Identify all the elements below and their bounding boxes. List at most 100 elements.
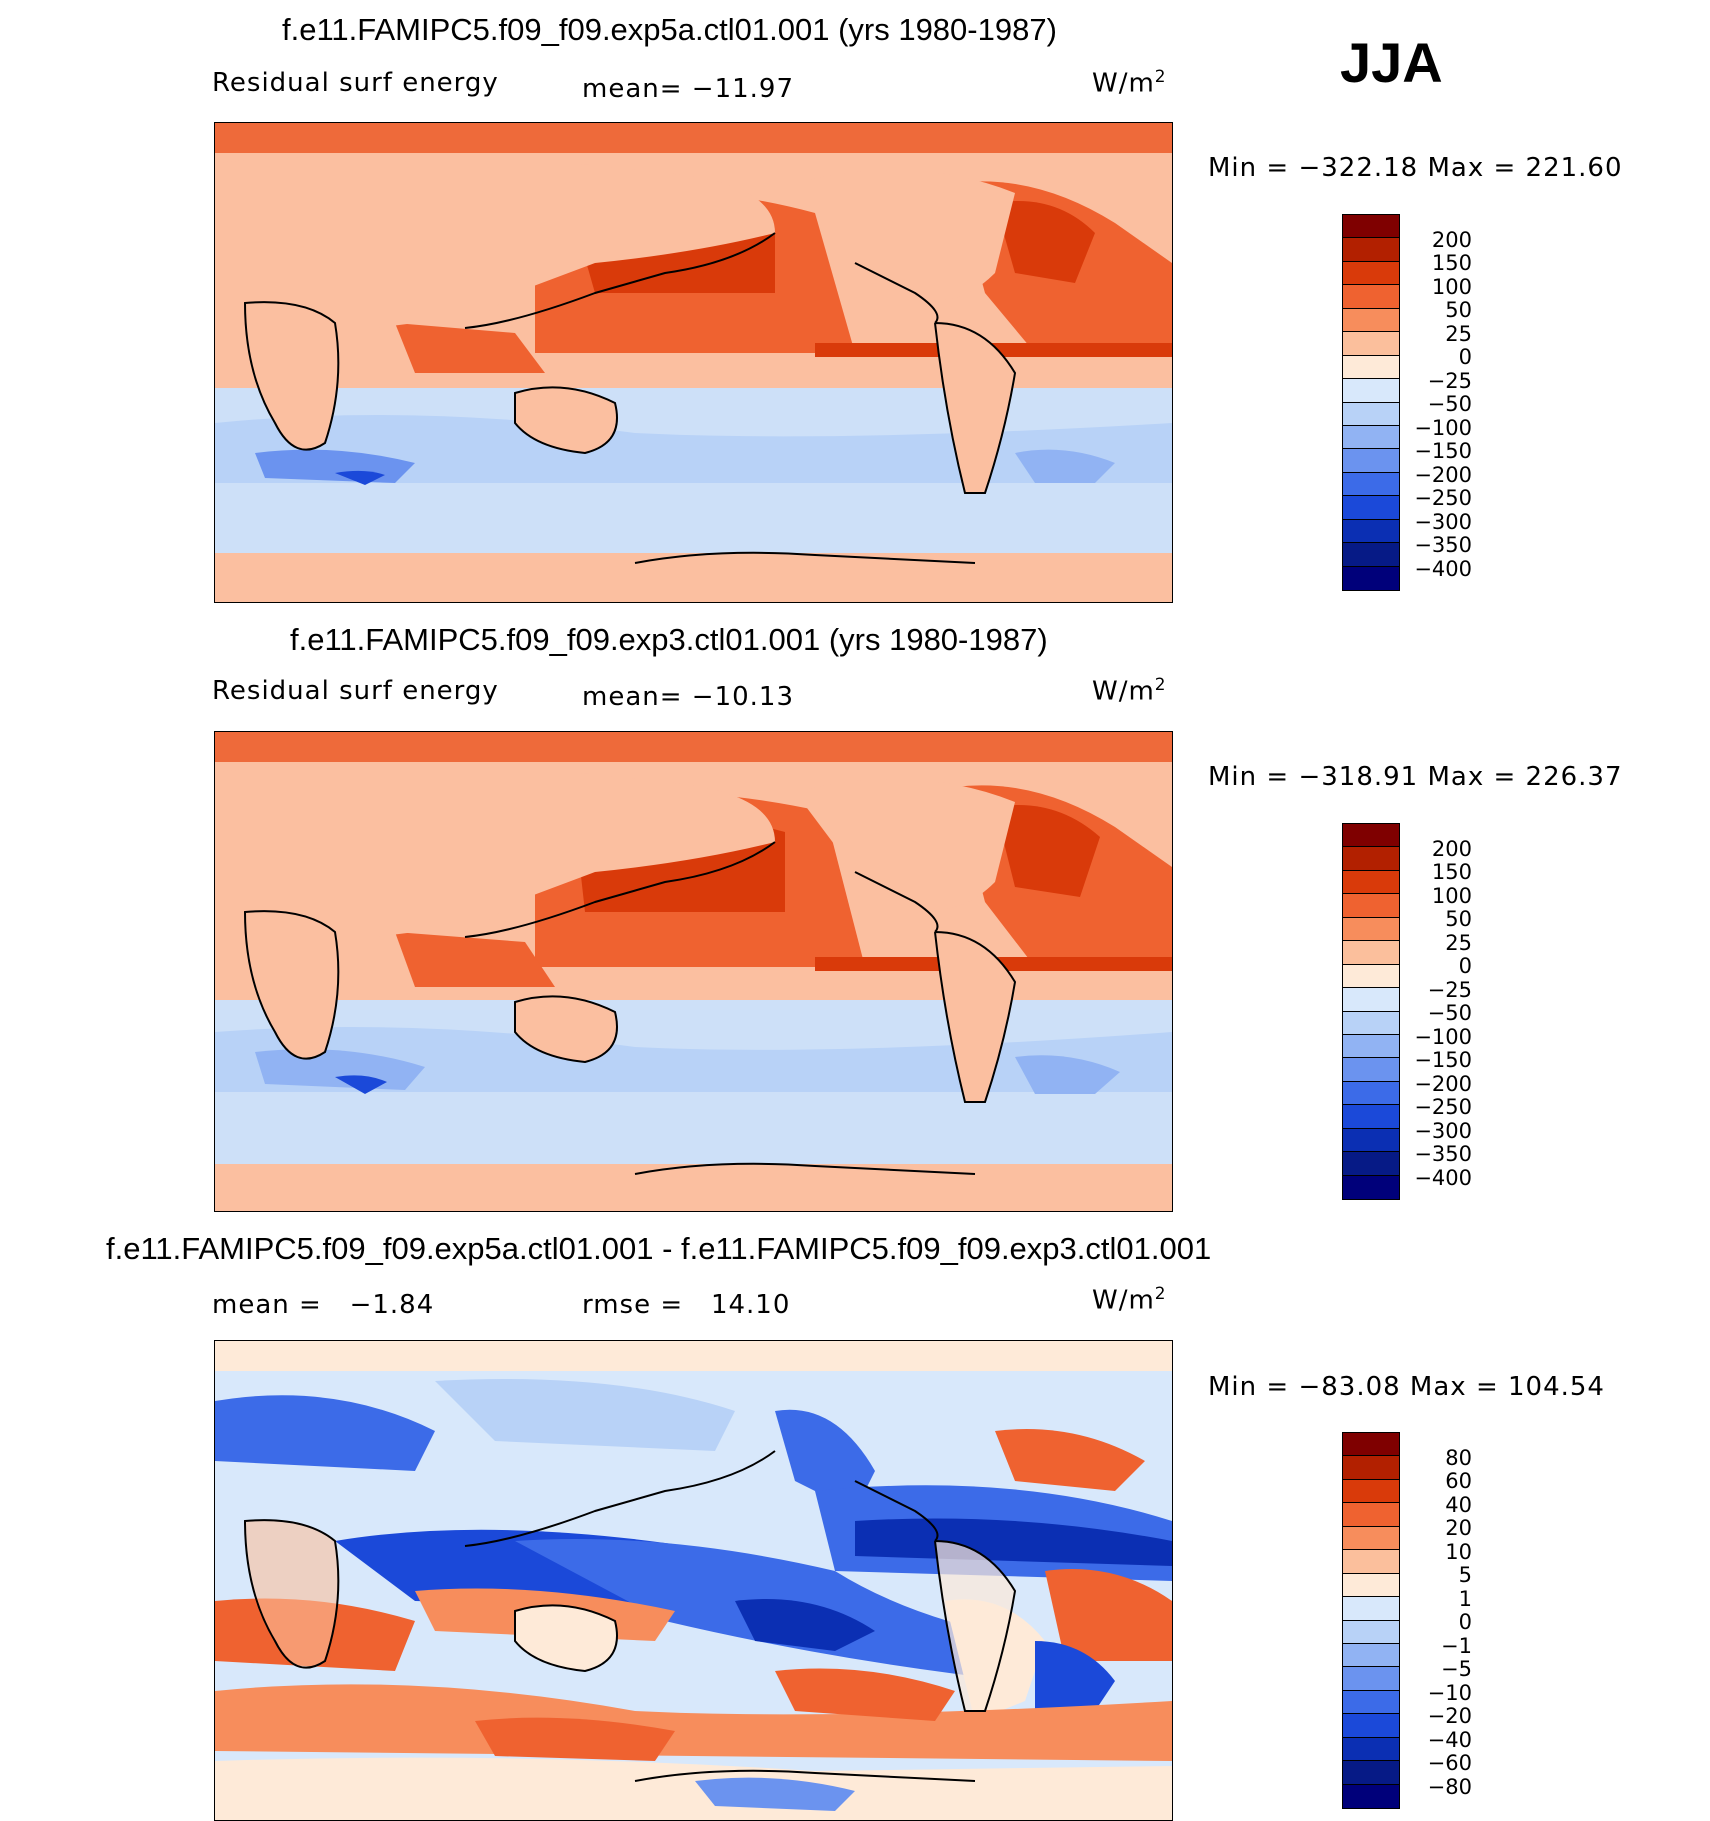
- colorbar-swatch: [1343, 1573, 1399, 1598]
- colorbar-tick-label: 200: [1431, 837, 1472, 861]
- colorbar-swatch: [1343, 1456, 1399, 1480]
- colorbar-swatch: [1343, 1550, 1399, 1574]
- colorbar-tick-label: 200: [1431, 228, 1472, 252]
- colorbar-tick-label: 150: [1431, 860, 1472, 884]
- colorbar-swatch: [1343, 1128, 1399, 1153]
- colorbar-tick-label: 100: [1431, 275, 1472, 299]
- panel3-colorbar: [1342, 1432, 1400, 1809]
- panel3-units: W/m2: [1092, 1283, 1167, 1316]
- season-label: JJA: [1340, 31, 1443, 94]
- colorbar-swatch: [1343, 449, 1399, 473]
- panel1-minmax: Min = −322.18 Max = 221.60: [1208, 153, 1623, 183]
- colorbar-swatch: [1343, 496, 1399, 520]
- colorbar-tick-label: −400: [1414, 1166, 1472, 1190]
- colorbar-swatch: [1343, 379, 1399, 403]
- colorbar-swatch: [1343, 1784, 1399, 1808]
- colorbar-swatch: [1343, 1105, 1399, 1129]
- colorbar-swatch: [1343, 1152, 1399, 1176]
- colorbar-swatch: [1343, 941, 1399, 965]
- colorbar-tick-label: −50: [1427, 1001, 1472, 1025]
- colorbar-tick-label: −5: [1441, 1657, 1472, 1681]
- panel1-mean-label: mean= −11.97: [582, 74, 795, 104]
- colorbar-swatch: [1343, 1597, 1399, 1621]
- colorbar-tick-label: 0: [1458, 954, 1472, 978]
- colorbar-swatch: [1343, 1034, 1399, 1059]
- colorbar-tick-label: −200: [1414, 1072, 1472, 1096]
- colorbar-swatch: [1343, 425, 1399, 450]
- panel1-units: W/m2: [1092, 66, 1167, 99]
- colorbar-tick-label: −25: [1427, 369, 1472, 393]
- colorbar-tick-label: 50: [1445, 907, 1472, 931]
- colorbar-tick-label: −350: [1414, 533, 1472, 557]
- colorbar-swatch: [1343, 824, 1399, 848]
- panel2-units: W/m2: [1092, 674, 1167, 707]
- colorbar-tick-label: 10: [1445, 1540, 1472, 1564]
- colorbar-swatch: [1343, 261, 1399, 286]
- panel1-map: [214, 122, 1173, 603]
- colorbar-swatch: [1343, 1058, 1399, 1082]
- colorbar-swatch: [1343, 988, 1399, 1012]
- colorbar-swatch: [1343, 1737, 1399, 1762]
- colorbar-swatch: [1343, 1643, 1399, 1668]
- colorbar-tick-label: 80: [1445, 1446, 1472, 1470]
- colorbar-swatch: [1343, 1667, 1399, 1691]
- colorbar-tick-label: −250: [1414, 486, 1472, 510]
- colorbar-tick-label: −150: [1414, 439, 1472, 463]
- colorbar-tick-label: 5: [1458, 1563, 1472, 1587]
- colorbar-swatch: [1343, 332, 1399, 356]
- colorbar-swatch: [1343, 215, 1399, 239]
- colorbar-tick-label: −100: [1414, 416, 1472, 440]
- colorbar-tick-label: 40: [1445, 1493, 1472, 1517]
- colorbar-swatch: [1343, 1620, 1399, 1644]
- colorbar-tick-label: 50: [1445, 298, 1472, 322]
- colorbar-swatch: [1343, 472, 1399, 497]
- colorbar-swatch: [1343, 1011, 1399, 1035]
- panel1-variable-label: Residual surf energy: [212, 68, 499, 98]
- colorbar-tick-label: −150: [1414, 1048, 1472, 1072]
- colorbar-swatch: [1343, 1479, 1399, 1504]
- panel2-map: [214, 731, 1173, 1212]
- colorbar-tick-label: −350: [1414, 1142, 1472, 1166]
- colorbar-swatch: [1343, 1690, 1399, 1715]
- colorbar-swatch: [1343, 1175, 1399, 1199]
- colorbar-swatch: [1343, 1503, 1399, 1527]
- colorbar-swatch: [1343, 1714, 1399, 1738]
- colorbar-swatch: [1343, 847, 1399, 871]
- panel3-mean-label: mean = −1.84: [212, 1290, 435, 1320]
- colorbar-swatch: [1343, 1433, 1399, 1457]
- colorbar-tick-label: −1: [1441, 1634, 1472, 1658]
- colorbar-swatch: [1343, 1761, 1399, 1785]
- colorbar-tick-label: −60: [1427, 1751, 1472, 1775]
- panel1-title: f.e11.FAMIPC5.f09_f09.exp5a.ctl01.001 (y…: [282, 12, 1057, 47]
- colorbar-tick-label: −200: [1414, 463, 1472, 487]
- panel2-mean-label: mean= −10.13: [582, 682, 795, 712]
- colorbar-tick-label: −80: [1427, 1775, 1472, 1799]
- colorbar-tick-label: −20: [1427, 1704, 1472, 1728]
- colorbar-tick-label: −40: [1427, 1728, 1472, 1752]
- colorbar-tick-label: −25: [1427, 978, 1472, 1002]
- panel2-title: f.e11.FAMIPC5.f09_f09.exp3.ctl01.001 (yr…: [290, 622, 1048, 657]
- colorbar-tick-label: 60: [1445, 1469, 1472, 1493]
- colorbar-swatch: [1343, 1526, 1399, 1551]
- panel3-minmax: Min = −83.08 Max = 104.54: [1208, 1372, 1605, 1402]
- colorbar-swatch: [1343, 402, 1399, 426]
- colorbar-swatch: [1343, 285, 1399, 309]
- colorbar-tick-label: 0: [1458, 345, 1472, 369]
- panel1-colorbar: [1342, 214, 1400, 591]
- panel3-title: f.e11.FAMIPC5.f09_f09.exp5a.ctl01.001 - …: [106, 1231, 1212, 1266]
- panel3-rmse-label: rmse = 14.10: [582, 1290, 791, 1320]
- colorbar-tick-label: −250: [1414, 1095, 1472, 1119]
- colorbar-tick-label: 1: [1458, 1587, 1472, 1611]
- panel2-colorbar: [1342, 823, 1400, 1200]
- colorbar-swatch: [1343, 917, 1399, 942]
- colorbar-swatch: [1343, 543, 1399, 567]
- colorbar-tick-label: −300: [1414, 1119, 1472, 1143]
- colorbar-tick-label: 0: [1458, 1610, 1472, 1634]
- colorbar-tick-label: −400: [1414, 557, 1472, 581]
- colorbar-swatch: [1343, 238, 1399, 262]
- panel2-minmax: Min = −318.91 Max = 226.37: [1208, 762, 1623, 792]
- colorbar-swatch: [1343, 519, 1399, 544]
- colorbar-swatch: [1343, 566, 1399, 590]
- colorbar-swatch: [1343, 355, 1399, 380]
- colorbar-tick-label: 150: [1431, 251, 1472, 275]
